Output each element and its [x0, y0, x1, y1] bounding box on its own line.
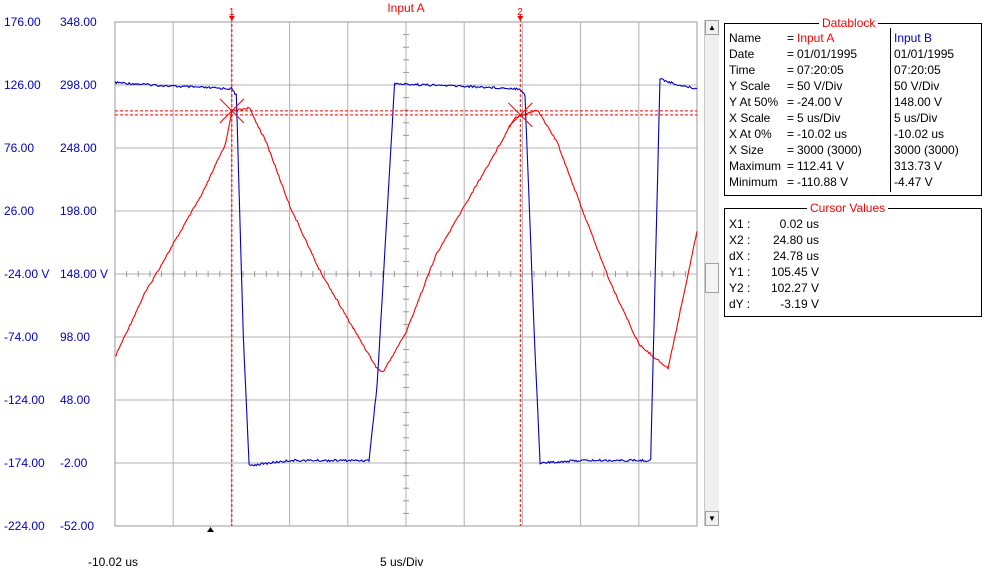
datablock-value-a: -24.00 V — [797, 95, 843, 109]
datablock-equals: = — [787, 95, 795, 109]
datablock-value-a: 5 us/Div — [797, 111, 841, 125]
datablock-value-a: 50 V/Div — [797, 79, 843, 93]
datablock-label: X At 0% — [729, 127, 772, 141]
datablock-label: X Scale — [729, 111, 771, 125]
left-axis-tick-label: -124.00 — [4, 393, 45, 407]
cursor-value: 105.45 V — [770, 265, 819, 279]
datablock-value-a: 01/01/1995 — [797, 47, 858, 61]
datablock-label: Time — [729, 63, 756, 77]
datablock-label: Y At 50% — [729, 95, 779, 109]
cursor-value-label: Y1 : — [729, 265, 751, 279]
chart-title: Input A — [387, 1, 424, 15]
datablock-equals: = — [787, 111, 795, 125]
datablock-value-b: 3000 (3000) — [894, 143, 959, 157]
vertical-scrollbar[interactable]: ▲ ▼ — [704, 20, 719, 526]
x-scale-label: 5 us/Div — [380, 555, 423, 569]
left-axis-tick-label: -224.00 — [4, 519, 45, 533]
datablock-label: X Size — [729, 143, 764, 157]
datablock-equals: = — [787, 159, 795, 173]
cursor-value: 0.02 us — [779, 217, 819, 231]
right-axis-tick-label: 198.00 — [60, 204, 97, 218]
datablock-equals: = — [787, 47, 795, 61]
datablock-equals: = — [787, 175, 795, 189]
right-axis-tick-label: 348.00 — [60, 15, 97, 29]
datablock-equals: = — [787, 31, 795, 45]
cursor-value-label: X2 : — [729, 233, 751, 247]
cursor-values-panel: Cursor Values X1 : 0.02 us X2 : 24.80 us dX … — [724, 201, 982, 317]
cursor-values-title: Cursor Values — [807, 201, 889, 215]
left-axis-tick-label: -174.00 — [4, 456, 45, 470]
datablock-value-b: 01/01/1995 — [894, 47, 955, 61]
datablock-value-b: 07:20:05 — [894, 63, 941, 77]
right-axis-tick-label: -52.00 — [60, 519, 94, 533]
datablock-value-b: 50 V/Div — [894, 79, 940, 93]
cursor-value-label: Y2 : — [729, 281, 751, 295]
cursor-value: 24.78 us — [772, 249, 819, 263]
cursor-label: 1 — [229, 7, 235, 18]
datablock-label: Maximum — [729, 159, 782, 173]
datablock-title: Datablock — [819, 16, 879, 30]
datablock-equals: = — [787, 79, 795, 93]
x-start-label: -10.02 us — [88, 555, 138, 569]
datablock-value-b: -10.02 us — [894, 127, 945, 141]
right-axis-tick-label: 98.00 — [60, 330, 90, 344]
right-axis-tick-label: 248.00 — [60, 141, 97, 155]
right-axis-tick-label: 48.00 — [60, 393, 90, 407]
cursor-value-label: dX : — [729, 249, 751, 263]
datablock-label: Minimum — [729, 175, 778, 189]
datablock-value-b: -4.47 V — [894, 175, 933, 189]
datablock-value-a: -10.02 us — [797, 127, 848, 141]
datablock-value-a: 3000 (3000) — [797, 143, 862, 157]
left-axis-tick-label: -24.00 V — [4, 267, 49, 281]
datablock-value-b: 148.00 V — [894, 95, 943, 109]
datablock-equals: = — [787, 143, 795, 157]
datablock-equals: = — [787, 127, 795, 141]
scroll-down-icon[interactable]: ▼ — [705, 511, 719, 526]
datablock-label: Date — [729, 47, 755, 61]
left-axis-tick-label: -74.00 — [4, 330, 38, 344]
cursor-value: 24.80 us — [772, 233, 819, 247]
datablock-panel: Datablock Name = Input A Input B Date = 01/01/… — [724, 16, 982, 196]
left-axis-tick-label: 76.00 — [4, 141, 34, 155]
left-axis-tick-label: 26.00 — [4, 204, 34, 218]
datablock-equals: = — [787, 63, 795, 77]
scroll-thumb[interactable] — [705, 263, 719, 293]
datablock-value-a: Input A — [797, 31, 835, 45]
cursor-marker-icon — [517, 16, 524, 21]
datablock-value-b: 5 us/Div — [894, 111, 938, 125]
scroll-up-icon[interactable]: ▲ — [705, 20, 719, 35]
datablock-value-b: 313.73 V — [894, 159, 943, 173]
left-axis-tick-label: 176.00 — [4, 15, 41, 29]
cursor-value-label: X1 : — [729, 217, 751, 231]
datablock-value-a: -110.88 V — [797, 175, 849, 189]
cursor-marker-icon — [228, 16, 235, 21]
right-axis-tick-label: 148.00 V — [60, 267, 108, 281]
left-axis-tick-label: 126.00 — [4, 78, 41, 92]
trigger-marker-icon — [207, 527, 214, 532]
right-axis-tick-label: -2.00 — [60, 456, 88, 470]
datablock-value-a: 112.41 V — [797, 159, 845, 173]
datablock-value-b: Input B — [894, 31, 933, 45]
series-line-input-a — [114, 106, 698, 373]
series-line-input-b — [114, 78, 698, 467]
datablock-label: Y Scale — [729, 79, 771, 93]
cursor-value: 102.27 V — [770, 281, 819, 295]
right-axis-tick-label: 298.00 — [60, 78, 97, 92]
cursor-label: 2 — [517, 7, 523, 18]
datablock-value-a: 07:20:05 — [797, 63, 844, 77]
oscilloscope-plot[interactable]: 176.00 126.00 76.00 26.00 -24.00 V -74.00 -124… — [0, 0, 722, 572]
cursor-value-label: dY : — [729, 297, 751, 311]
datablock-label: Name — [729, 31, 762, 45]
cursor-value: -3.19 V — [780, 297, 819, 311]
